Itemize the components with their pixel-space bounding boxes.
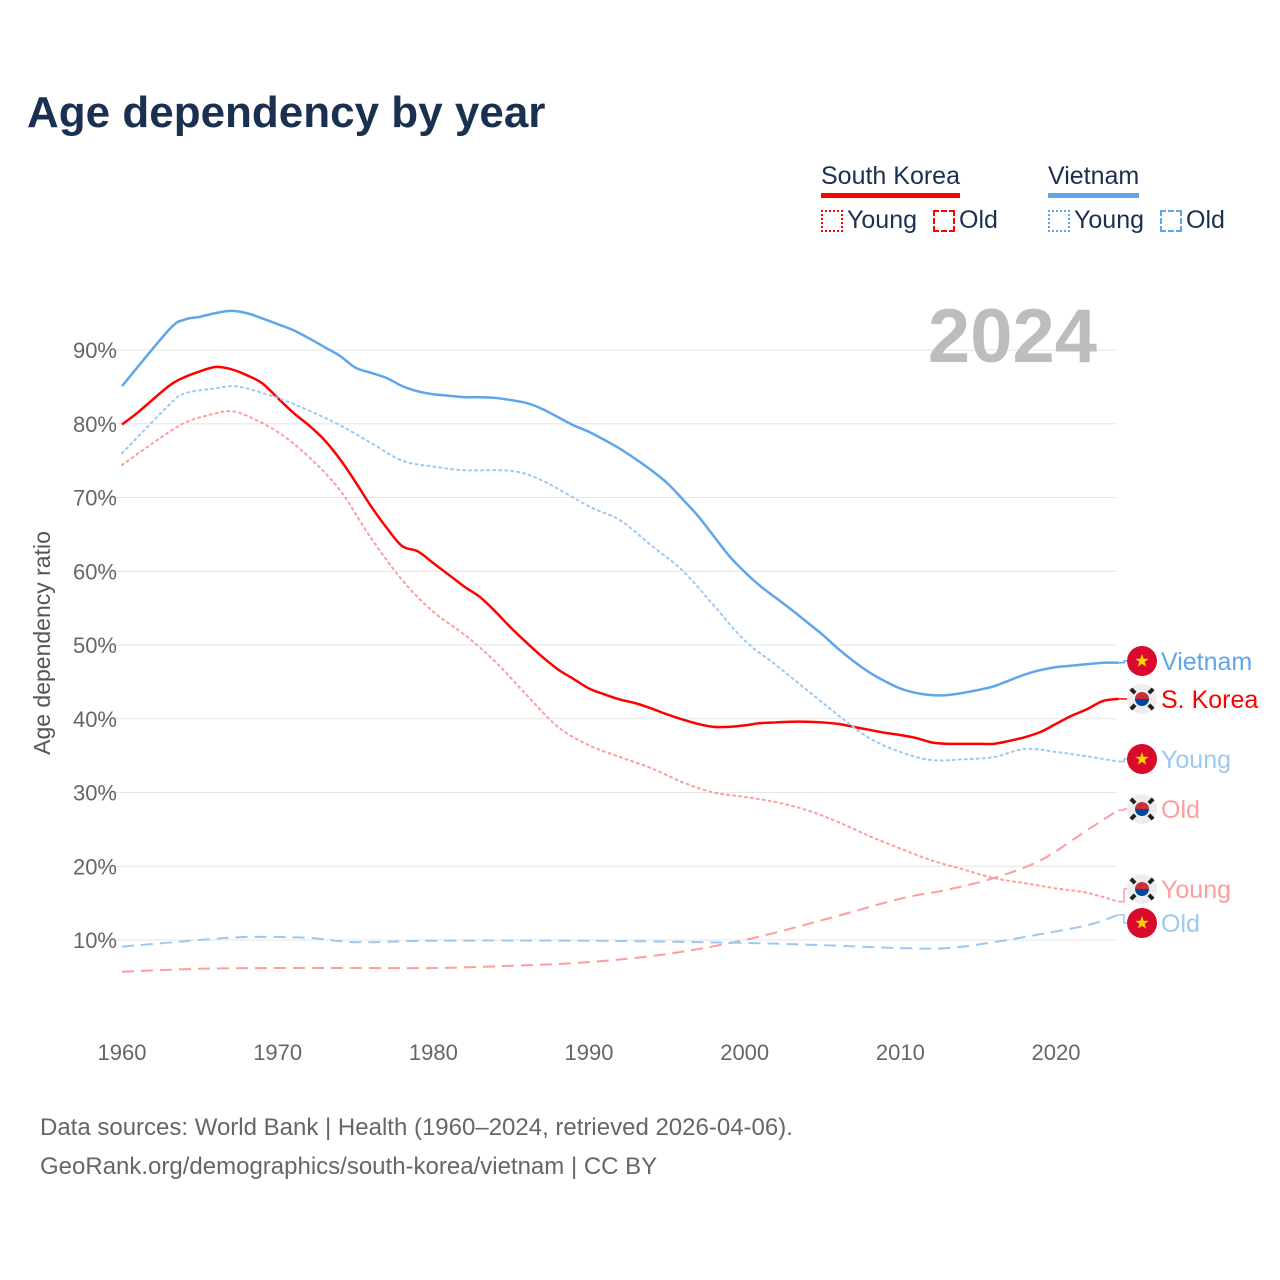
chart-title: Age dependency by year <box>27 88 546 137</box>
vietnam-flag-icon <box>1127 908 1157 938</box>
legend-item-korea-old: Old <box>933 206 998 235</box>
x-tick-label: 2010 <box>876 1040 925 1065</box>
x-tick-label: 1990 <box>565 1040 614 1065</box>
series-line-vietnam <box>121 309 1119 697</box>
dashed-swatch-icon <box>1160 209 1182 232</box>
series-end-label: Vietnam <box>1161 648 1252 676</box>
label-connector <box>1118 660 1128 664</box>
x-tick-label: 1970 <box>253 1040 302 1065</box>
legend-item-korea-young: Young <box>821 206 917 235</box>
series-line-s-korea-old <box>121 809 1119 973</box>
x-tick-label: 1960 <box>98 1040 147 1065</box>
legend-label: Old <box>959 206 998 234</box>
x-tick-label: 2000 <box>720 1040 769 1065</box>
footer: Data sources: World Bank | Health (1960–… <box>40 1108 793 1186</box>
series-end-label: Young <box>1161 746 1231 774</box>
legend-item-vietnam-young: Young <box>1048 206 1144 235</box>
y-tick-label: 40% <box>73 707 117 732</box>
series-line-vietnam-old <box>121 913 1119 950</box>
data-source-text: Data sources: World Bank | Health (1960–… <box>40 1114 793 1141</box>
legend-label: Old <box>1186 206 1225 234</box>
y-tick-label: 10% <box>73 928 117 953</box>
legend-vietnam: Vietnam Young Old <box>1048 162 1225 235</box>
y-tick-label: 30% <box>73 781 117 806</box>
label-connector <box>1118 888 1128 903</box>
y-tick-label: 60% <box>73 559 117 584</box>
label-connector <box>1118 914 1128 924</box>
vietnam-flag-icon <box>1127 744 1157 774</box>
y-axis-label: Age dependency ratio <box>29 531 55 755</box>
x-tick-label: 1980 <box>409 1040 458 1065</box>
y-tick-label: 70% <box>73 486 117 511</box>
y-tick-label: 50% <box>73 633 117 658</box>
line-chart: 10% 20% 30% 40% 50% 60% 70% 80% 90% 1960 1970 1980 1… <box>29 294 1258 1065</box>
label-connector <box>1118 808 1128 811</box>
legend-vietnam-title: Vietnam <box>1048 162 1140 198</box>
dotted-swatch-icon <box>821 209 843 232</box>
legend-label: Young <box>847 206 917 234</box>
vietnam-flag-icon <box>1127 646 1157 676</box>
x-tick-label: 2020 <box>1032 1040 1081 1065</box>
series-line-s-korea <box>121 365 1119 746</box>
series-line-s-korea-young <box>121 410 1120 903</box>
series-line-vietnam-young <box>121 385 1120 763</box>
year-watermark: 2024 <box>928 294 1097 379</box>
source-link[interactable]: GeoRank.org/demographics/south-korea/vie… <box>40 1153 658 1180</box>
legend-south-korea-title: South Korea <box>821 162 960 198</box>
series-end-label: Old <box>1161 796 1200 824</box>
label-connector <box>1118 758 1128 763</box>
legend-south-korea: South Korea Young Old <box>821 162 998 235</box>
series-end-label: Old <box>1161 910 1200 938</box>
series-end-label: Young <box>1161 876 1231 904</box>
dotted-swatch-icon <box>1048 209 1070 232</box>
legend-label: Young <box>1074 206 1144 234</box>
y-tick-label: 20% <box>73 854 117 879</box>
south-korea-flag-icon <box>1127 874 1157 904</box>
y-tick-label: 80% <box>73 412 117 437</box>
y-tick-label: 90% <box>73 338 117 363</box>
dashed-swatch-icon <box>933 209 955 232</box>
south-korea-flag-icon <box>1127 794 1157 824</box>
south-korea-flag-icon <box>1127 684 1157 714</box>
series-end-label: S. Korea <box>1161 686 1258 714</box>
legend-item-vietnam-old: Old <box>1160 206 1225 235</box>
